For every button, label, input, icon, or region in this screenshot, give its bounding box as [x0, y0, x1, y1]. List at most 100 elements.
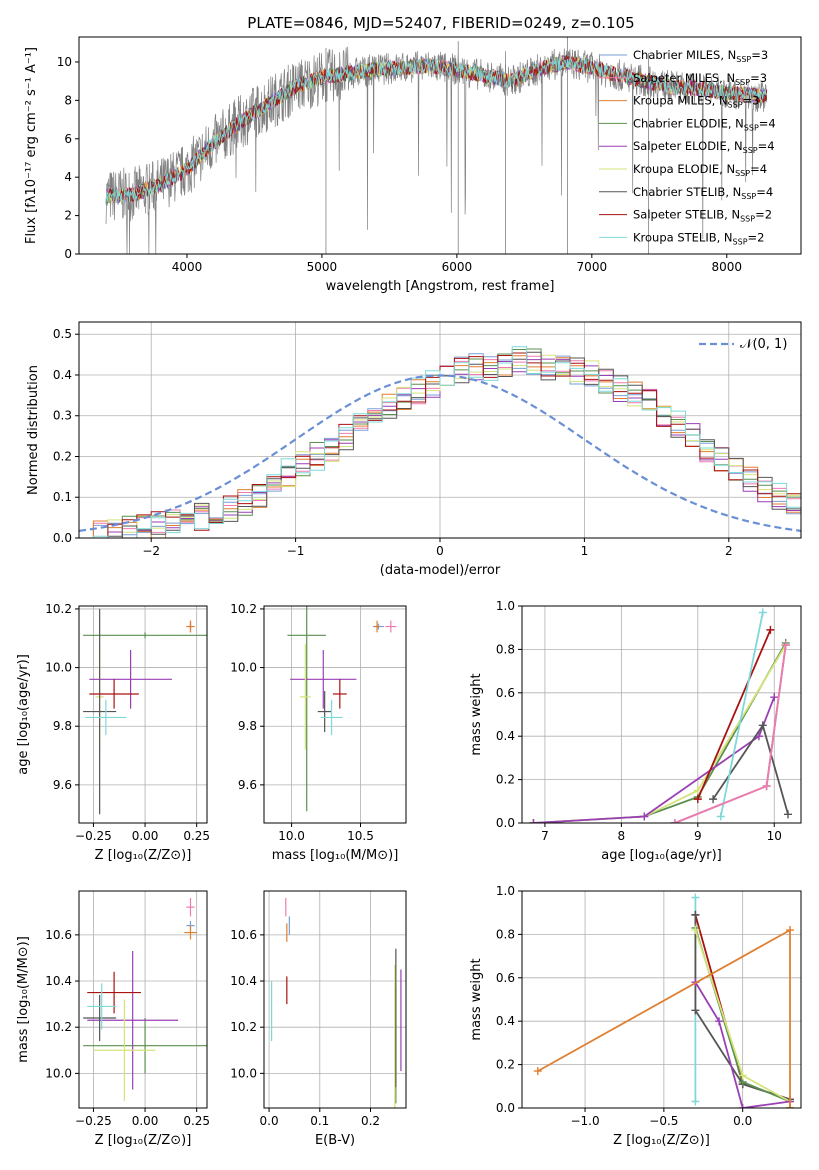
x-tick-label: −1: [287, 544, 305, 558]
y-tick-label: 10.4: [45, 974, 72, 988]
y-axis-label: Flux [fλ10⁻¹⁷ erg cm⁻² s⁻¹ A⁻¹]: [24, 47, 39, 244]
x-tick-label: 0: [436, 544, 444, 558]
y-tick-label: 0.3: [53, 409, 72, 423]
mass-weight-marker: [770, 693, 779, 702]
x-axis-label: Z [log₁₀(Z/Z⊙)]: [613, 1133, 710, 1148]
error-bar-point: [184, 925, 197, 940]
y-tick-label: 6: [64, 132, 72, 146]
mass-weight-marker: [691, 1006, 700, 1015]
model-spectrum-line: [105, 54, 768, 205]
y-tick-label: 0.8: [496, 927, 515, 941]
y-tick-label: 0.0: [496, 1101, 515, 1115]
mass-weight-marker: [716, 812, 725, 821]
x-tick-label: −0.5: [649, 1114, 678, 1128]
error-bar-point: [186, 620, 195, 633]
plot-area: [271, 897, 402, 1108]
mass-weight-marker: [691, 910, 700, 919]
axes-frame: [263, 890, 407, 1109]
error-bar-point: [87, 983, 117, 1030]
mass-weight-marker: [738, 1104, 747, 1108]
y-tick-label: 0.8: [496, 642, 515, 656]
mass-weight-marker: [784, 810, 793, 819]
mass-weight-marker: [670, 819, 679, 823]
normal-distribution-curve: [79, 374, 801, 532]
x-tick-label: 10: [767, 829, 782, 843]
y-tick-label: 0.6: [496, 971, 515, 985]
error-bar-point: [83, 994, 117, 1042]
y-tick-label: 10.2: [45, 1020, 72, 1034]
residual-histogram-panel: −2 −1 0 1 2 0.0 0.1 0.2 0.3 0.4 0.5 (data-model)/er…: [26, 321, 802, 578]
y-tick-label: 9.6: [238, 778, 257, 792]
mass-weight-marker: [781, 641, 790, 650]
error-bar-point: [287, 606, 327, 812]
x-tick-label: 10.5: [347, 829, 374, 843]
mass-weight-marker: [640, 812, 649, 821]
y-tick-label: 0.2: [496, 1058, 515, 1072]
error-bar-point: [317, 691, 332, 733]
y-tick-label: 10.2: [230, 602, 257, 616]
y-tick-label: 8: [64, 93, 72, 107]
y-tick-label: 0.2: [53, 449, 72, 463]
mass-weight-marker: [693, 795, 702, 804]
mass-weight-marker: [715, 1017, 724, 1026]
mass-weight-marker: [758, 721, 767, 730]
y-axis-label: mass [log₁₀(M/M⊙)]: [16, 936, 31, 1063]
axes-frame: [263, 605, 407, 824]
error-bar-point: [385, 620, 397, 633]
x-axis-label: (data-model)/error: [380, 563, 501, 578]
x-tick-label: 9: [694, 829, 702, 843]
y-tick-label: 2: [64, 209, 72, 223]
y-tick-label: 0.4: [496, 1014, 515, 1028]
error-bar-point: [290, 649, 357, 709]
error-bar-point: [93, 999, 156, 1102]
mass-weight-marker: [691, 893, 700, 902]
y-tick-label: 0.0: [496, 816, 515, 830]
y-tick-label: 0.4: [53, 368, 72, 382]
legend-entry-label: Kroupa MILES, NSSP=3: [633, 94, 759, 110]
error-bar-point: [87, 951, 179, 1090]
x-axis-label: wavelength [Angstrom, rest frame]: [326, 279, 555, 294]
legend-entry-label: Kroupa STELIB, NSSP=2: [633, 230, 764, 246]
legend-entry-label: Salpeter MILES, NSSP=3: [633, 71, 767, 87]
figure-title: PLATE=0846, MJD=52407, FIBERID=0249, z=0…: [247, 14, 634, 32]
observed-spectrum-line: [105, 46, 768, 254]
plot-area: [287, 606, 397, 812]
x-tick-label: 5000: [307, 260, 338, 274]
mass-weight-marker: [691, 926, 700, 935]
age-vs-metallicity-panel: −0.25 0.00 0.25 9.6 9.8 10.0 10.2 Z [log₁₀(Z/Z⊙…: [16, 602, 210, 863]
residual-histogram-step: [79, 346, 801, 538]
y-tick-label: 0.6: [496, 686, 515, 700]
mass-weight-marker: [529, 819, 538, 823]
x-axis-label: mass [log₁₀(M/M⊙)]: [272, 848, 399, 863]
x-tick-label: −2: [142, 544, 160, 558]
error-bar-point: [374, 620, 380, 633]
mass-weight-marker: [693, 786, 702, 795]
y-tick-label: 0: [64, 247, 72, 261]
error-bar-point: [332, 679, 347, 709]
plot-area: [105, 37, 768, 254]
y-tick-label: 10.0: [230, 1066, 257, 1080]
y-tick-label: 0.0: [53, 531, 72, 545]
mass-weight-marker: [691, 1097, 700, 1106]
axes-frame: [521, 605, 802, 824]
y-tick-label: 10.2: [230, 1020, 257, 1034]
x-tick-label: 0.25: [183, 1114, 210, 1128]
mass-weight-marker: [785, 1104, 794, 1108]
mass-weight-line: [719, 612, 764, 817]
plot-area: [533, 893, 794, 1108]
axes-frame: [78, 321, 802, 539]
y-tick-label: 10.6: [230, 928, 257, 942]
spectrum-panel: 4000 5000 6000 7000 8000 0 2 4 6 8 10 wavelength [A…: [24, 36, 802, 294]
axes-frame: [78, 36, 802, 255]
y-tick-label: 10: [57, 55, 72, 69]
x-axis-label: age [log₁₀(age/yr)]: [601, 848, 722, 863]
x-tick-label: 7000: [577, 260, 608, 274]
legend-entry-label: Chabrier MILES, NSSP=3: [633, 48, 768, 64]
plot-area: [83, 608, 207, 815]
x-tick-label: 0.0: [260, 1114, 279, 1128]
legend-entry-label: Chabrier ELODIE, NSSP=4: [633, 116, 776, 132]
axes-frame: [78, 890, 208, 1109]
error-bar-point: [89, 679, 139, 709]
plot-area: [83, 897, 207, 1102]
x-tick-label: 2: [725, 544, 733, 558]
